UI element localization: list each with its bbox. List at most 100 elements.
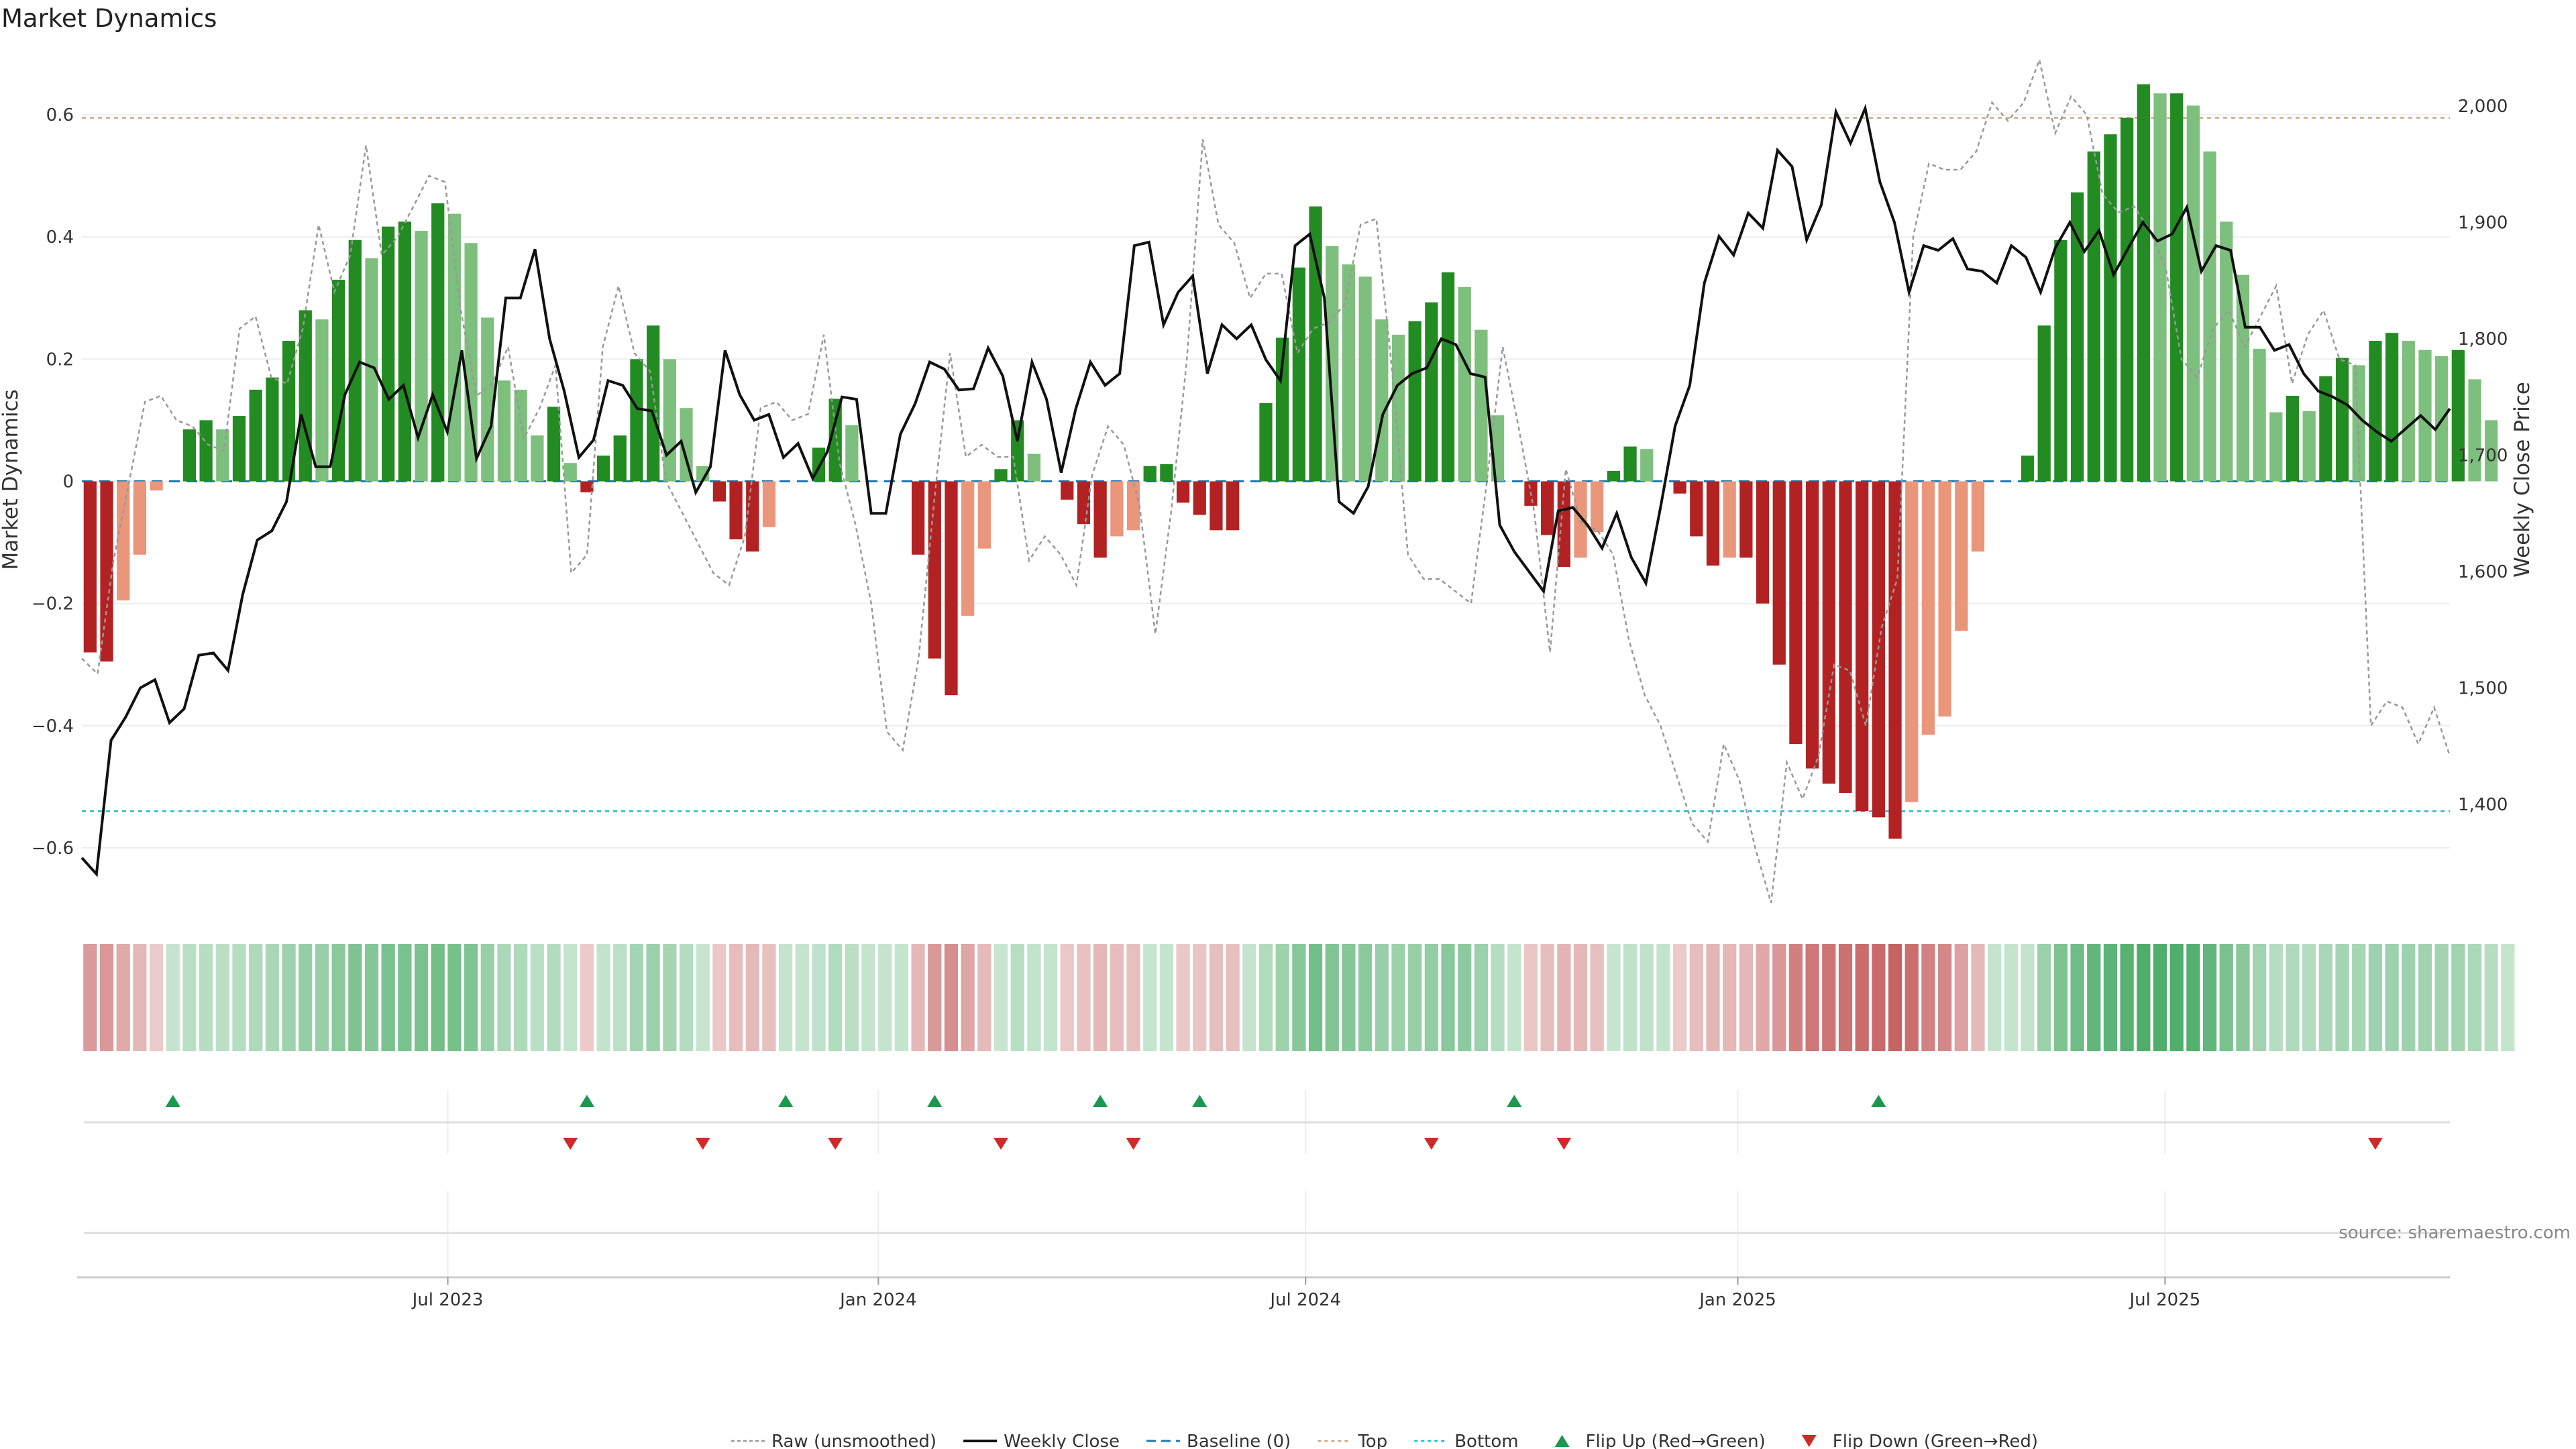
regime-cell (663, 944, 677, 1051)
regime-cell (398, 944, 412, 1051)
right-tick-label: 1,600 (2458, 562, 2508, 582)
regime-cell (2103, 944, 2118, 1051)
regime-cell (1060, 944, 1074, 1051)
regime-cell (1523, 944, 1538, 1051)
dynamics-bar (911, 481, 925, 555)
regime-cell (2252, 944, 2267, 1051)
legend-item-raw: Raw (unsmoothed) (731, 1432, 936, 1449)
regime-cell (2501, 944, 2515, 1051)
dynamics-bar (315, 319, 329, 482)
regime-cell (845, 944, 859, 1051)
left-tick-label: 0 (62, 472, 74, 492)
dynamics-bar (1856, 481, 1869, 812)
dynamics-bar (647, 325, 660, 482)
regime-cell (629, 944, 644, 1051)
regime-cell (133, 944, 147, 1051)
dynamics-bar (1706, 481, 1720, 566)
regime-cell (580, 944, 594, 1051)
regime-cell (1921, 944, 1935, 1051)
dynamics-bar (2236, 274, 2250, 482)
dynamics-bar (1011, 420, 1024, 482)
regime-cell (1723, 944, 1737, 1051)
legend: Raw (unsmoothed) Weekly Close Baseline (0)… (731, 1432, 2038, 1449)
right-tick-label: 1,500 (2458, 678, 2508, 698)
regime-cell (232, 944, 246, 1051)
legend-label: Bottom (1454, 1432, 1518, 1449)
regime-cell (331, 944, 345, 1051)
regime-cell (1573, 944, 1588, 1051)
raw-series (81, 56, 2451, 904)
regime-cell (514, 944, 528, 1051)
dynamics-bar (1955, 481, 1968, 631)
regime-cell (1458, 944, 1472, 1051)
dynamics-bar (1673, 481, 1686, 494)
x-tick-label: Jul 2024 (1269, 1290, 1341, 1310)
flip-down-marker (994, 1138, 1009, 1150)
chart-title: Market Dynamics (1, 4, 217, 33)
dynamics-bar (1226, 481, 1240, 531)
dynamics-bar (1061, 481, 1074, 500)
dynamics-bar (1772, 481, 1786, 665)
flip-up-marker (778, 1095, 794, 1107)
dynamics-bar (845, 425, 859, 482)
dynamics-bar (1921, 481, 1935, 735)
regime-cell (1110, 944, 1124, 1051)
dynamics-bar (1640, 449, 1654, 482)
dynamics-bar (961, 481, 975, 616)
regime-cell (2004, 944, 2018, 1051)
dynamics-bar (2286, 396, 2300, 482)
dynamics-bar (1839, 481, 1852, 793)
regime-cell (2286, 944, 2300, 1051)
x-tick-label: Jul 2025 (2129, 1290, 2201, 1310)
regime-cell (447, 944, 462, 1051)
left-tick-label: 0.4 (46, 227, 74, 248)
dynamics-bar (1027, 453, 1041, 482)
raw-line-path (81, 56, 2451, 904)
dynamics-bar (2070, 192, 2084, 482)
dynamics-bar (1756, 481, 1770, 604)
regime-cell (1855, 944, 1869, 1051)
dynamics-bar (249, 389, 262, 482)
dynamics-bar (348, 239, 362, 482)
dynamics-bar (564, 463, 577, 482)
regime-cell (1424, 944, 1438, 1051)
regime-cell (1275, 944, 1289, 1051)
regime-cell (315, 944, 329, 1051)
legend-item-flip_down: Flip Down (Green→Red) (1801, 1432, 2038, 1449)
regime-cell (1093, 944, 1108, 1051)
regime-cell (414, 944, 429, 1051)
left-tick-label: 0.6 (46, 105, 74, 125)
regime-cell (83, 944, 97, 1051)
regime-cell (696, 944, 710, 1051)
regime-cell (1988, 944, 2002, 1051)
regime-cell (2269, 944, 2283, 1051)
regime-cell (2434, 944, 2449, 1051)
dynamics-bar (1358, 276, 1372, 482)
x-axis: Jul 2023 Jan 2024 Jul 2024 Jan 2025 Jul 2025 (77, 1276, 2450, 1310)
regime-cell (812, 944, 826, 1051)
dynamics-bar (2054, 239, 2068, 482)
weekly-close-series (80, 103, 2451, 877)
right-tick-label: 1,900 (2458, 213, 2508, 233)
regime-cell (1474, 944, 1489, 1051)
regime-cell (1159, 944, 1174, 1051)
dynamics-bar (1110, 481, 1124, 537)
dynamics-bar (1441, 272, 1455, 482)
regime-cell (1375, 944, 1389, 1051)
regime-cell (182, 944, 197, 1051)
regime-cell (679, 944, 694, 1051)
dynamics-bar (2402, 341, 2415, 482)
dynamics-bar (1607, 471, 1621, 482)
regime-cell (1607, 944, 1621, 1051)
dynamics-bar (630, 359, 643, 482)
legend-label: Weekly Close (1004, 1432, 1120, 1449)
regime-cell (911, 944, 925, 1051)
dynamics-bar (1822, 481, 1835, 784)
dynamics-bar (613, 435, 627, 482)
regime-cell (199, 944, 213, 1051)
regime-cell (1292, 944, 1306, 1051)
dynamics-bar (696, 466, 710, 482)
flip-down-marker (2367, 1138, 2383, 1150)
legend-label: Raw (unsmoothed) (771, 1432, 936, 1449)
dynamics-bar (2468, 379, 2481, 482)
